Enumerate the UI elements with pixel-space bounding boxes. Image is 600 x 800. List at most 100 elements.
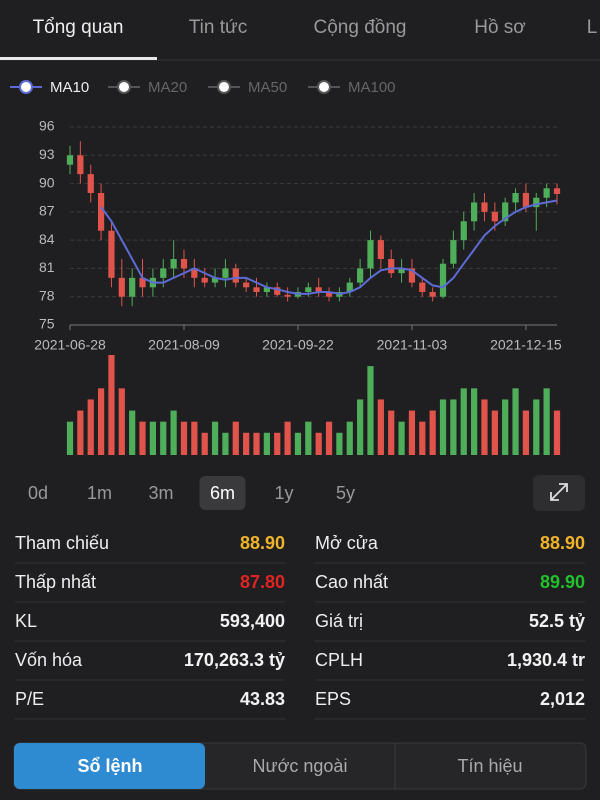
tab[interactable]: Tổng quan	[33, 17, 124, 38]
tab[interactable]: Cộng đồng	[314, 17, 407, 38]
stat-value: 88.90	[240, 533, 285, 553]
candle-body	[346, 282, 353, 292]
legend-dot	[217, 80, 231, 94]
volume-bar	[149, 421, 157, 455]
volume-bar	[180, 421, 188, 455]
stat-label: Vốn hóa	[15, 650, 83, 670]
candle-body	[470, 202, 478, 222]
volume-bar	[284, 421, 291, 455]
candle-body	[243, 282, 250, 288]
candle-body	[77, 155, 84, 175]
stat-value: 88.90	[540, 533, 585, 553]
volume-bar	[419, 421, 426, 455]
y-tick-label: 81	[39, 259, 55, 275]
volume-bar	[263, 432, 270, 455]
stat-label: Thấp nhất	[15, 572, 96, 592]
bottom-tab[interactable]: Sổ lệnh	[77, 756, 142, 776]
candle-body	[543, 188, 550, 198]
period-option[interactable]: 3m	[148, 483, 173, 503]
volume-bar	[294, 432, 302, 455]
x-tick-label: 2021-12-15	[490, 337, 562, 353]
stat-value: 87.80	[240, 572, 285, 592]
period-option[interactable]: 1y	[274, 483, 293, 503]
period-option[interactable]: 5y	[336, 483, 355, 503]
candle-body	[263, 287, 270, 292]
stat-value: 43.83	[240, 689, 285, 709]
candle-body	[232, 268, 239, 283]
y-tick-label: 87	[39, 203, 55, 219]
volume-bar	[439, 399, 447, 455]
volume-bar	[305, 421, 312, 455]
volume-bar	[66, 421, 74, 455]
stat-value: 1,930.4 tr	[507, 650, 585, 670]
period-option[interactable]: 0d	[28, 483, 48, 503]
legend-dot	[117, 80, 131, 94]
candle-body	[460, 221, 467, 241]
legend-label[interactable]: MA50	[248, 79, 287, 96]
candle-body	[87, 174, 94, 193]
volume-bar	[118, 388, 125, 455]
volume-bar	[357, 399, 364, 455]
candle-body	[439, 263, 447, 297]
bottom-tab[interactable]: Tín hiệu	[457, 756, 522, 776]
volume-bar	[170, 410, 177, 455]
period-option[interactable]: 6m	[210, 483, 235, 503]
tab[interactable]: L	[587, 17, 598, 38]
bottom-tab[interactable]: Nước ngoài	[253, 756, 348, 776]
volume-bar	[325, 421, 333, 455]
y-tick-label: 75	[39, 316, 55, 332]
legend-label[interactable]: MA20	[148, 79, 187, 96]
candle-body	[419, 282, 426, 292]
candle-body	[325, 292, 333, 297]
candle-body	[429, 292, 436, 297]
volume-bar	[160, 421, 167, 455]
x-tick-label: 2021-11-03	[377, 337, 448, 353]
period-selected	[199, 476, 246, 510]
candle-body	[502, 202, 509, 222]
candle-body	[398, 268, 405, 274]
volume-bar	[253, 432, 260, 455]
candle-body	[305, 287, 312, 292]
candle-body	[253, 287, 260, 292]
candle-body	[357, 268, 364, 283]
tab-underline	[0, 57, 157, 60]
period-option[interactable]: 1m	[87, 483, 112, 503]
volume-bar	[243, 432, 250, 455]
volume-bar	[97, 388, 105, 455]
x-tick-label: 2021-08-09	[148, 337, 220, 353]
candle-body	[367, 240, 374, 269]
volume-bar	[274, 432, 281, 455]
candle-body	[533, 197, 540, 208]
volume-bar	[481, 399, 488, 455]
ma10-line	[100, 199, 558, 295]
tab[interactable]: Tin tức	[189, 17, 247, 38]
stat-label: CPLH	[315, 650, 363, 670]
volume-bar	[211, 421, 219, 455]
volume-bar	[502, 399, 509, 455]
candle-body	[274, 287, 281, 295]
volume-bar	[491, 410, 498, 455]
candle-body	[315, 287, 322, 292]
volume-bar	[553, 410, 561, 455]
y-tick-label: 96	[39, 118, 55, 134]
volume-bar	[377, 399, 384, 455]
volume-bar	[408, 410, 416, 455]
candle-body	[180, 259, 188, 269]
stat-value: 52.5 tỷ	[529, 611, 585, 631]
candle-body	[553, 188, 561, 194]
candle-body	[450, 240, 457, 264]
volume-bar	[522, 410, 530, 455]
tab[interactable]: Hồ sơ	[474, 17, 526, 38]
candle-body	[201, 277, 208, 283]
candle-body	[170, 259, 177, 269]
legend-label[interactable]: MA10	[50, 79, 89, 96]
legend-dot	[19, 80, 33, 94]
stat-label: EPS	[315, 689, 351, 709]
stat-value: 2,012	[540, 689, 585, 709]
stat-value: 593,400	[220, 611, 285, 631]
candle-body	[160, 268, 167, 278]
stat-label: Tham chiếu	[15, 533, 109, 553]
legend-label[interactable]: MA100	[348, 79, 396, 96]
volume-bar	[512, 388, 519, 455]
volume-bar	[108, 355, 115, 455]
